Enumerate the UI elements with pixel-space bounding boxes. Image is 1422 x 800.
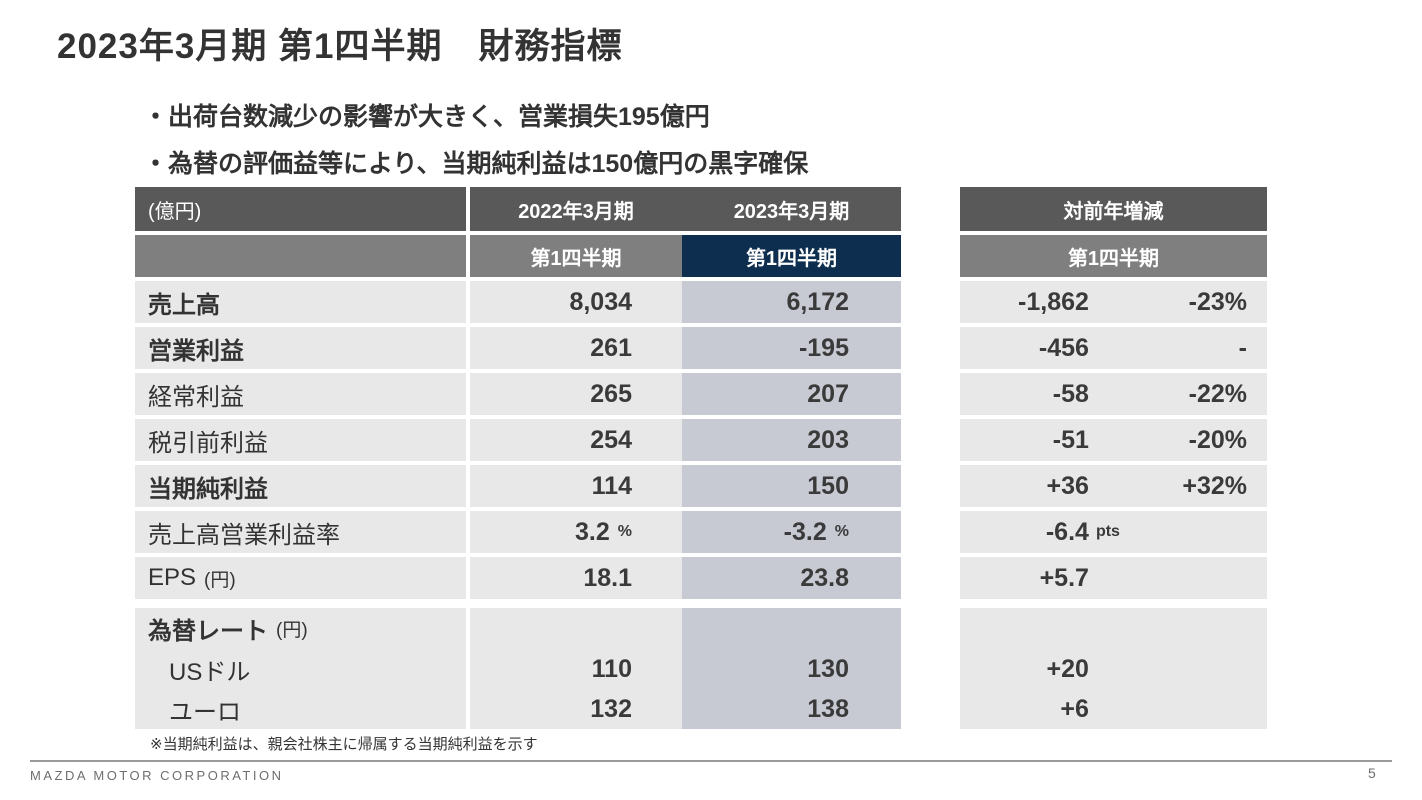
value-2023: 6,172 [682, 281, 901, 323]
value-2022: 261 [470, 327, 682, 369]
row-label: 営業利益 [135, 327, 470, 369]
yen-unit-label: (円) [204, 569, 236, 591]
year-header-cells: 2022年3月期 2023年3月期 [470, 187, 901, 231]
delta-fx-section: +20 +6 [960, 608, 1267, 729]
delta-row-revenue: -1,862 -23% [960, 281, 1267, 323]
table-row-eps: EPS (円) 18.1 23.8 [135, 557, 905, 599]
value-2023: 207 [682, 373, 901, 415]
delta-percent: +32% [1182, 471, 1247, 500]
fx-rate-header-row: 為替レート (円) [135, 608, 905, 649]
value-2023: 130 [682, 649, 901, 689]
delta-row-ordinary-profit: -58 -22% [960, 373, 1267, 415]
value-2022: 114 [470, 465, 682, 507]
value-2023: 23.8 [682, 557, 901, 599]
delta-fx-euro: +6 [960, 689, 1267, 729]
quarter-header-2022: 第1四半期 [470, 235, 682, 277]
col-header-2023: 2023年3月期 [733, 200, 850, 223]
empty-cell-highlight [682, 608, 901, 649]
yen-unit-label: (円) [276, 620, 308, 641]
delta-value: -1,862 [1018, 287, 1089, 316]
delta-value: +20 [1046, 654, 1089, 683]
delta-value: -6.4 [1045, 517, 1089, 546]
delta-value: -51 [1052, 425, 1089, 454]
value-2023: -195 [682, 327, 901, 369]
delta-percent: -22% [1188, 379, 1247, 408]
table-row-revenue: 売上高 8,034 6,172 [135, 281, 905, 323]
page-number: 5 [1368, 765, 1376, 781]
value-2022: 265 [470, 373, 682, 415]
delta-value: -456 [1038, 333, 1089, 362]
value-2023: 203 [682, 419, 901, 461]
table-header-row-years: (億円) 2022年3月期 2023年3月期 [135, 187, 905, 231]
col-header-2022: 2022年3月期 [518, 200, 634, 223]
delta-percent: -23% [1188, 287, 1247, 316]
quarter-header-spacer [135, 235, 470, 277]
value-2023: -3.2% [682, 511, 901, 553]
fx-row-euro: ユーロ 132 138 [135, 689, 905, 729]
row-label: ユーロ [135, 689, 470, 729]
delta-percent: -20% [1188, 425, 1247, 454]
row-label: 税引前利益 [135, 419, 470, 461]
delta-quarter-header: 第1四半期 [960, 235, 1267, 277]
delta-row-pretax-profit: -51 -20% [960, 419, 1267, 461]
pts-unit: pts [1095, 523, 1120, 540]
quarter-header-2023-highlight: 第1四半期 [682, 235, 901, 277]
fx-row-usd: USドル 110 130 [135, 649, 905, 689]
percent-unit: % [617, 523, 632, 540]
delta-percent: - [1238, 333, 1247, 362]
percent-unit: % [834, 523, 849, 540]
table-header-row-quarter: 第1四半期 第1四半期 [135, 235, 905, 277]
delta-row-eps: +5.7 [960, 557, 1267, 599]
value-2022: 254 [470, 419, 682, 461]
value-2022: 8,034 [470, 281, 682, 323]
value-2022: 3.2% [470, 511, 682, 553]
fx-rate-section: 為替レート (円) USドル 110 130 ユーロ 132 138 [135, 608, 905, 729]
value-2022: 18.1 [470, 557, 682, 599]
summary-bullets: ・出荷台数減少の影響が大きく、営業損失195億円 ・為替の評価益等により、当期純… [143, 94, 808, 188]
value-2023: 150 [682, 465, 901, 507]
bullet-line: ・出荷台数減少の影響が大きく、営業損失195億円 [143, 103, 710, 131]
row-label: 売上高営業利益率 [135, 511, 470, 553]
empty-cell [470, 608, 682, 649]
delta-value: +6 [1060, 694, 1089, 723]
table-row-ordinary-profit: 経常利益 265 207 [135, 373, 905, 415]
value-2022: 110 [470, 649, 682, 689]
table-row-pretax-profit: 税引前利益 254 203 [135, 419, 905, 461]
company-name: MAZDA MOTOR CORPORATION [30, 768, 284, 783]
delta-row-operating-margin: -6.4 pts [960, 511, 1267, 553]
delta-row-net-income: +36 +32% [960, 465, 1267, 507]
row-label: USドル [135, 649, 470, 689]
row-label: 経常利益 [135, 373, 470, 415]
value-2022: 132 [470, 689, 682, 729]
delta-value: +5.7 [1039, 563, 1089, 592]
table-row-operating-profit: 営業利益 261 -195 [135, 327, 905, 369]
delta-fx-spacer-row [960, 608, 1267, 649]
slide-title: 2023年3月期 第1四半期 財務指標 [57, 27, 623, 66]
delta-value: -58 [1052, 379, 1089, 408]
unit-label-cell: (億円) [135, 187, 470, 231]
row-label: EPS (円) [135, 557, 470, 599]
financial-table: (億円) 2022年3月期 2023年3月期 第1四半期 第1四半期 売上高 8… [135, 187, 905, 729]
delta-row-operating-profit: -456 - [960, 327, 1267, 369]
yoy-delta-table: 対前年増減 第1四半期 -1,862 -23% -456 - -58 -22% … [960, 187, 1267, 729]
row-label: 売上高 [135, 281, 470, 323]
delta-header: 対前年増減 [960, 187, 1267, 231]
fx-rate-label: 為替レート (円) [135, 608, 470, 649]
delta-fx-usd: +20 [960, 649, 1267, 689]
footnote: ※当期純利益は、親会社株主に帰属する当期純利益を示す [150, 736, 538, 753]
value-2023: 138 [682, 689, 901, 729]
row-label: 当期純利益 [135, 465, 470, 507]
delta-value: +36 [1046, 471, 1089, 500]
bullet-line: ・為替の評価益等により、当期純利益は150億円の黒字確保 [143, 150, 809, 178]
footer-divider [30, 760, 1392, 762]
table-row-operating-margin: 売上高営業利益率 3.2% -3.2% [135, 511, 905, 553]
table-row-net-income: 当期純利益 114 150 [135, 465, 905, 507]
